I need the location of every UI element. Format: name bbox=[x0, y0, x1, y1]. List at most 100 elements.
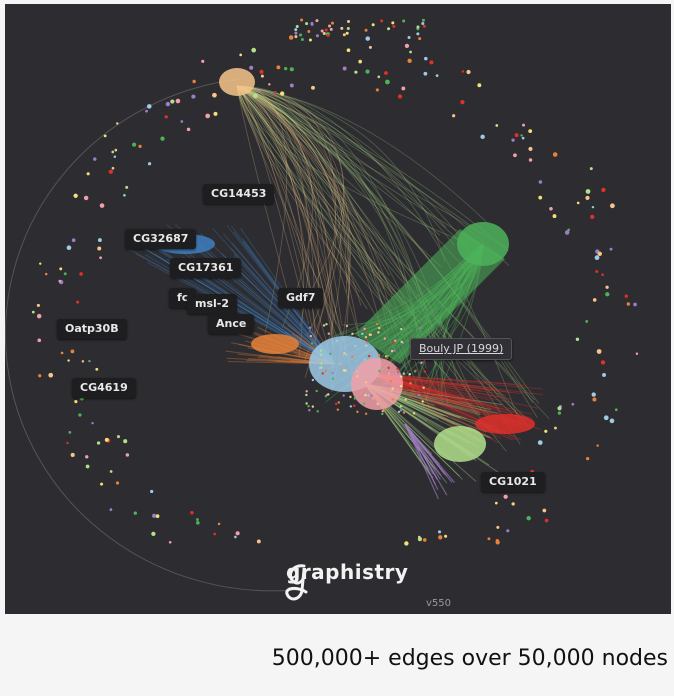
node-label-cg17361[interactable]: CG17361 bbox=[170, 258, 242, 278]
graph-node bbox=[351, 332, 354, 336]
edge bbox=[236, 85, 336, 378]
graph-node bbox=[319, 353, 323, 357]
graph-node bbox=[329, 27, 333, 31]
graph-node bbox=[416, 25, 420, 29]
graph-node bbox=[81, 360, 85, 363]
node-label-cg4619[interactable]: CG4619 bbox=[72, 378, 136, 398]
graph-node bbox=[289, 83, 294, 88]
graph-node bbox=[59, 267, 63, 271]
graph-node bbox=[71, 238, 76, 243]
graph-node bbox=[345, 324, 349, 328]
graph-node bbox=[528, 146, 533, 151]
graph-node bbox=[407, 36, 411, 40]
graph-node bbox=[79, 272, 83, 276]
node-label-ance[interactable]: Ance bbox=[208, 314, 255, 334]
graph-node bbox=[549, 207, 553, 211]
graph-node bbox=[402, 372, 405, 375]
node-label-oatp30b[interactable]: Oatp30B bbox=[57, 319, 127, 339]
graph-node bbox=[404, 43, 410, 49]
graph-node bbox=[325, 323, 328, 326]
graph-node bbox=[564, 230, 570, 235]
graph-node bbox=[300, 18, 304, 22]
graph-node bbox=[466, 69, 471, 75]
graph-node bbox=[514, 133, 519, 138]
graph-node bbox=[328, 24, 332, 28]
graph-node bbox=[86, 172, 90, 176]
edge bbox=[236, 85, 342, 324]
graph-node bbox=[256, 539, 261, 544]
edge bbox=[404, 423, 439, 500]
node-label-gdf7[interactable]: Gdf7 bbox=[278, 288, 324, 308]
node-label-cg32687[interactable]: CG32687 bbox=[125, 229, 197, 249]
graph-node bbox=[116, 435, 121, 439]
edge bbox=[236, 85, 472, 399]
graph-node bbox=[421, 18, 425, 22]
graph-node bbox=[342, 369, 346, 372]
graph-node bbox=[461, 70, 465, 73]
graph-node bbox=[353, 404, 356, 407]
graph-node bbox=[58, 279, 62, 283]
graph-node bbox=[391, 398, 394, 401]
graph-node bbox=[409, 382, 412, 385]
graph-node bbox=[320, 362, 323, 365]
graph-node bbox=[76, 300, 80, 304]
graph-node bbox=[289, 67, 294, 72]
graph-node bbox=[205, 113, 211, 119]
graph-node bbox=[592, 397, 597, 402]
edge bbox=[236, 85, 310, 327]
graph-node bbox=[635, 352, 639, 355]
graph-node bbox=[315, 34, 319, 38]
graphistry-g-icon bbox=[285, 564, 308, 601]
graph-node bbox=[586, 457, 590, 461]
graph-node bbox=[315, 19, 319, 23]
graph-node bbox=[552, 152, 558, 157]
graph-node bbox=[402, 19, 406, 23]
graph-node bbox=[259, 69, 264, 74]
graph-node bbox=[70, 349, 75, 354]
edge bbox=[236, 85, 288, 334]
graph-node bbox=[356, 410, 359, 414]
node-label-cg14453[interactable]: CG14453 bbox=[203, 184, 275, 204]
node-label-cg1021[interactable]: CG1021 bbox=[481, 472, 545, 492]
graph-node bbox=[397, 410, 401, 413]
graph-node bbox=[421, 21, 425, 25]
edge bbox=[404, 423, 439, 490]
graph-node bbox=[495, 124, 499, 127]
graph-node bbox=[511, 502, 515, 506]
graph-node bbox=[542, 508, 547, 513]
graph-node bbox=[66, 245, 72, 251]
graph-node bbox=[78, 413, 82, 417]
edge bbox=[236, 85, 316, 327]
graph-node bbox=[268, 83, 271, 86]
graph-node bbox=[145, 109, 148, 113]
graph-node bbox=[160, 136, 165, 141]
graph-node bbox=[417, 393, 420, 397]
graph-node bbox=[342, 66, 347, 71]
graph-node bbox=[249, 65, 254, 70]
node-label-bouly-jp-1999[interactable]: Bouly JP (1999) bbox=[410, 338, 513, 360]
graph-node bbox=[311, 405, 315, 408]
graph-node bbox=[115, 481, 120, 485]
edge bbox=[236, 85, 471, 245]
node-label-msl-2[interactable]: msl-2 bbox=[187, 294, 237, 314]
graph-node bbox=[294, 31, 298, 35]
graph-visualization[interactable]: CG14453 CG32687 CG17361 fc msl-2 Gdf7 An… bbox=[5, 4, 671, 614]
graph-node bbox=[400, 407, 403, 410]
edge bbox=[236, 85, 353, 373]
graph-node bbox=[116, 122, 119, 125]
graph-node bbox=[95, 367, 99, 371]
graph-node bbox=[346, 19, 350, 23]
edge bbox=[236, 85, 343, 341]
graph-node bbox=[538, 180, 543, 184]
edge bbox=[179, 232, 336, 365]
graph-node bbox=[36, 303, 40, 307]
caption: 500,000+ edges over 50,000 nodes bbox=[271, 646, 668, 671]
graph-node bbox=[610, 203, 615, 209]
graph-node bbox=[31, 310, 35, 314]
edge bbox=[236, 85, 343, 336]
graph-node bbox=[385, 79, 390, 85]
graph-node bbox=[305, 393, 308, 397]
graph-node bbox=[305, 402, 308, 405]
graph-canvas[interactable] bbox=[5, 4, 671, 614]
edge bbox=[236, 85, 362, 345]
